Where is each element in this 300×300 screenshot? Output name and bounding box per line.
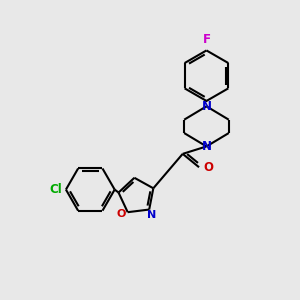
- Text: N: N: [202, 140, 212, 153]
- Text: O: O: [116, 209, 126, 219]
- Text: Cl: Cl: [50, 183, 62, 196]
- Text: O: O: [203, 161, 214, 174]
- Text: F: F: [202, 33, 211, 46]
- Text: N: N: [147, 211, 156, 220]
- Text: N: N: [202, 100, 212, 113]
